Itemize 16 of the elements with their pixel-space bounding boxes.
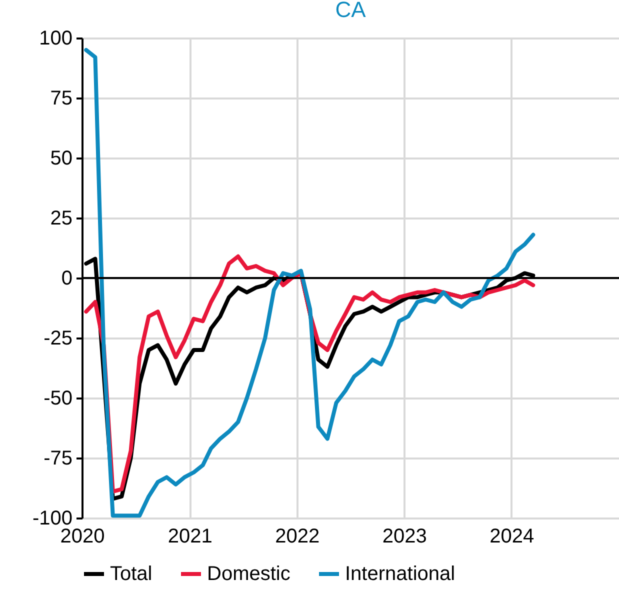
y-tick-label: -75 xyxy=(44,448,72,470)
y-tick-label: 0 xyxy=(61,268,72,290)
x-tick-label: 2021 xyxy=(168,526,212,548)
chart-title: CA xyxy=(335,0,366,22)
x-tick-label: 2023 xyxy=(382,526,427,548)
x-tick-label: 2024 xyxy=(490,526,534,548)
y-tick-label: 50 xyxy=(50,148,72,170)
y-tick-label: -50 xyxy=(44,388,72,410)
y-tick-label: 75 xyxy=(50,88,72,110)
legend-label: Domestic xyxy=(207,563,290,585)
legend-label: Total xyxy=(110,563,152,585)
x-tick-label: 2022 xyxy=(275,526,320,548)
y-tick-label: 100 xyxy=(39,28,72,50)
y-tick-label: 25 xyxy=(50,208,72,230)
legend-label: International xyxy=(345,563,456,585)
y-tick-label: -25 xyxy=(44,328,72,350)
